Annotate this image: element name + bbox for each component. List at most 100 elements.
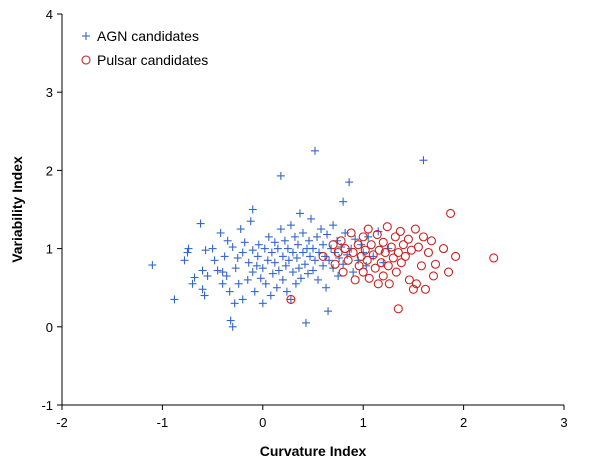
- pulsar-point: [420, 284, 430, 294]
- pulsar-point: [418, 232, 428, 242]
- agn-point: [274, 266, 283, 275]
- pulsar-point: [393, 304, 403, 314]
- agn-point: [268, 269, 277, 278]
- agn-point: [339, 197, 348, 206]
- agn-point: [374, 227, 383, 236]
- agn-point: [282, 287, 291, 296]
- x-tick-label: 2: [460, 415, 467, 430]
- agn-point: [258, 264, 267, 273]
- pulsar-point: [383, 261, 393, 271]
- pulsar-point: [416, 261, 426, 271]
- pulsar-point: [398, 240, 408, 250]
- agn-point: [250, 287, 259, 296]
- agn-point: [200, 291, 209, 300]
- legend: AGN candidates Pulsar candidates: [81, 28, 208, 68]
- agn-point: [311, 256, 320, 265]
- pulsar-point: [360, 245, 370, 255]
- agn-point: [248, 268, 257, 277]
- agn-point: [345, 178, 354, 187]
- agn-point: [248, 205, 257, 214]
- agn-point: [218, 268, 227, 277]
- agn-point: [184, 244, 193, 253]
- series-pulsar-candidates: [286, 208, 499, 314]
- pulsar-point: [333, 247, 343, 258]
- agn-point: [305, 252, 314, 261]
- pulsar-point: [408, 284, 418, 294]
- agn-point: [216, 228, 225, 237]
- legend-item-agn: AGN candidates: [82, 28, 199, 44]
- legend-label-pulsar: Pulsar candidates: [97, 52, 208, 68]
- agn-point: [298, 228, 307, 237]
- legend-marker-circle-icon: [81, 55, 91, 65]
- agn-point: [263, 256, 272, 265]
- data-points: [148, 146, 499, 331]
- pulsar-point: [364, 273, 374, 283]
- agn-point: [286, 221, 295, 230]
- pulsar-point: [328, 240, 338, 250]
- x-tick-label: 0: [259, 415, 266, 430]
- pulsar-point: [388, 253, 398, 263]
- y-tick-label: 2: [46, 163, 53, 178]
- agn-point: [290, 232, 299, 241]
- agn-point: [273, 244, 282, 253]
- x-tick-label: -2: [56, 415, 68, 430]
- agn-point: [341, 228, 350, 237]
- agn-point: [288, 248, 297, 257]
- agn-point: [278, 275, 287, 284]
- agn-point: [309, 244, 317, 253]
- agn-point: [248, 246, 257, 255]
- pulsar-point: [382, 222, 392, 232]
- y-tick-label: 4: [46, 7, 53, 22]
- pulsar-point: [353, 240, 363, 250]
- agn-point: [210, 256, 219, 265]
- pulsar-point: [358, 232, 368, 242]
- pulsar-point: [340, 244, 350, 254]
- pulsar-point: [384, 279, 394, 289]
- pulsar-point: [362, 255, 372, 265]
- y-tick-label: 0: [46, 320, 53, 335]
- agn-point: [223, 236, 232, 245]
- pulsar-point: [346, 228, 356, 238]
- pulsar-point: [366, 240, 376, 250]
- agn-point: [203, 271, 212, 280]
- agn-point: [196, 219, 205, 228]
- pulsar-point: [438, 244, 449, 254]
- pulsar-point: [423, 247, 434, 258]
- agn-point: [236, 225, 245, 234]
- pulsar-point: [286, 294, 296, 304]
- pulsar-point: [391, 267, 401, 277]
- agn-point: [304, 236, 313, 245]
- agn-point: [230, 299, 239, 308]
- agn-point: [306, 214, 315, 223]
- agn-point: [324, 307, 333, 316]
- agn-point: [325, 256, 334, 265]
- pulsar-point: [374, 245, 384, 255]
- agn-point: [264, 232, 273, 241]
- agn-point: [292, 253, 301, 262]
- pulsar-point: [396, 258, 406, 268]
- agn-point: [246, 217, 255, 226]
- agn-point: [258, 299, 267, 308]
- agn-point: [322, 283, 331, 292]
- legend-item-pulsar: Pulsar candidates: [81, 52, 208, 68]
- pulsar-point: [428, 271, 439, 281]
- pulsar-point: [411, 279, 421, 289]
- agn-point: [419, 156, 428, 165]
- agn-point: [293, 240, 302, 249]
- agn-point: [233, 253, 242, 262]
- agn-point: [228, 243, 237, 252]
- pulsar-point: [445, 208, 456, 218]
- pulsar-point: [343, 255, 353, 265]
- pulsar-point: [430, 259, 441, 269]
- agn-point: [260, 244, 269, 253]
- agn-point: [319, 240, 328, 249]
- pulsar-point: [372, 229, 382, 240]
- agn-point: [364, 232, 373, 241]
- agn-point: [319, 261, 328, 270]
- agn-point: [238, 295, 247, 304]
- agn-point: [323, 230, 332, 239]
- agn-point: [280, 236, 289, 245]
- plot-area: [61, 14, 564, 406]
- pulsar-point: [378, 271, 388, 281]
- pulsar-point: [370, 263, 380, 273]
